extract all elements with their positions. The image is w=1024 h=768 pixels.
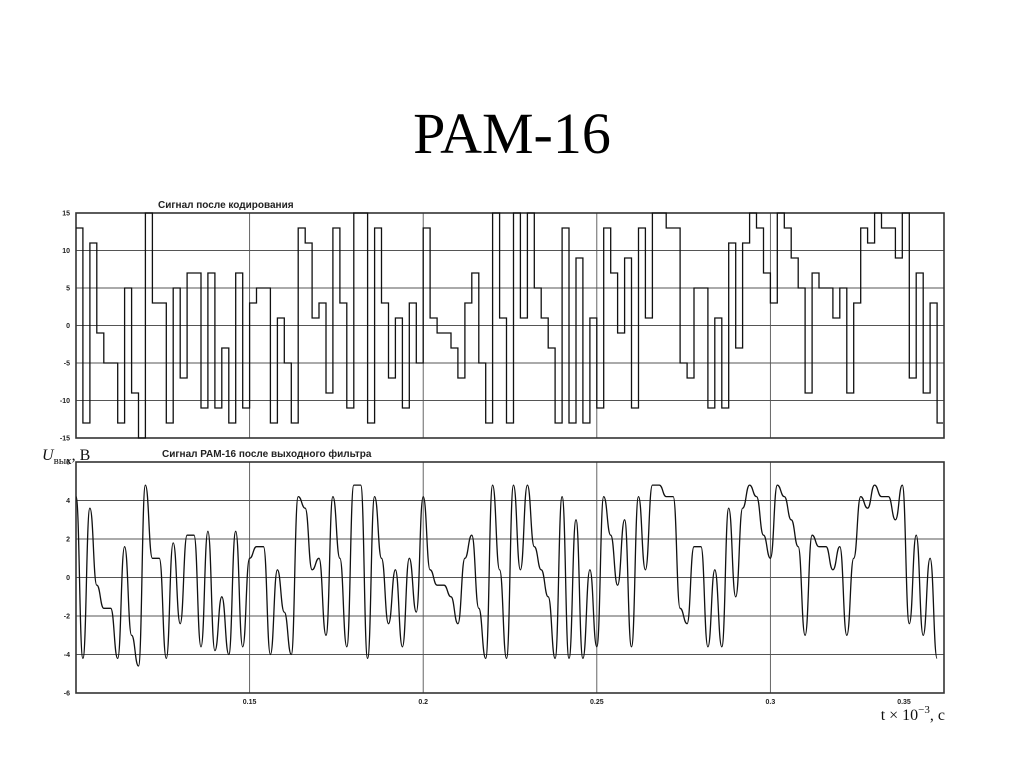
plot-frame: [75, 212, 945, 439]
y-tick-label: 5: [66, 286, 70, 293]
plot-frame: [75, 461, 945, 694]
y-tick-label: 15: [62, 211, 70, 218]
x-tick-label: 0.15: [243, 699, 257, 706]
x-tick-label: 0.25: [590, 699, 604, 706]
y-tick-label: 0: [66, 323, 70, 330]
bottom-chart: -6 -4 -2 0 2 4 6 Сигнал РАМ-16 после выходного …: [42, 447, 945, 724]
signal-series-line: [76, 212, 943, 439]
signal-series-line: [75, 484, 938, 667]
x-tick-label: 0.2: [418, 699, 428, 706]
top-chart: -15 -10 -5 0 5 10 15 Сигнал после кодирования: [60, 200, 945, 443]
y-tick-label: 6: [66, 460, 70, 467]
y-tick-label: -15: [60, 436, 70, 443]
y-tick-label: -6: [64, 691, 70, 698]
y-tick-label: -10: [60, 398, 70, 405]
y-tick-label: -5: [64, 361, 70, 368]
x-axis-label: t × 10−3, с: [881, 704, 945, 724]
y-axis-label: Uвых, В: [42, 447, 90, 467]
slide-title: PAM-16: [413, 101, 611, 166]
chart-title: Сигнал после кодирования: [158, 200, 294, 211]
y-tick-label: 4: [66, 498, 70, 505]
y-tick-label: -4: [64, 652, 70, 659]
x-tick-label: 0.3: [766, 699, 776, 706]
y-tick-label: 0: [66, 575, 70, 582]
y-tick-label: 10: [62, 248, 70, 255]
x-tick-label: 0.35: [897, 699, 911, 706]
y-tick-label: 2: [66, 537, 70, 544]
y-tick-label: -2: [64, 614, 70, 621]
chart-title: Сигнал РАМ-16 после выходного фильтра: [162, 448, 372, 460]
